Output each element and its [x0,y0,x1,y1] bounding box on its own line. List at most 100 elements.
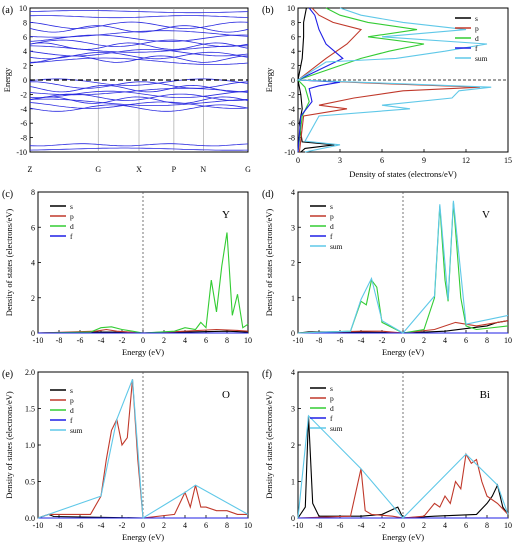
y-tick-label: -10 [16,148,27,157]
y-tick-label: 0 [291,76,295,85]
panel-label: (b) [262,5,274,16]
legend-label: sum [70,426,83,435]
series-line-p [297,320,509,334]
kpoint-label: X [136,165,142,174]
legend-label: p [70,396,74,405]
panel-label: (c) [2,189,13,200]
x-tick-label: -10 [293,521,304,530]
x-tick-label: 8 [225,336,229,345]
y-tick-label: 4 [31,259,35,268]
y-tick-label: 2 [23,62,27,71]
y-tick-label: -8 [20,134,27,143]
series-line-s [297,415,509,519]
x-tick-label: -4 [98,521,105,530]
y-tick-label: 10 [19,4,27,13]
x-tick-label: -10 [33,336,44,345]
y-tick-label: 0 [23,76,27,85]
x-tick-label: 10 [244,521,252,530]
x-tick-label: 15 [504,156,512,165]
x-tick-label: 4 [183,336,187,345]
y-tick-label: -4 [288,105,295,114]
y-tick-label: 4 [291,188,295,197]
y-tick-label: 8 [291,18,295,27]
x-tick-label: -8 [316,336,323,345]
band-line [29,84,249,93]
kpoint-label: P [172,165,177,174]
y-tick-label: -2 [288,90,295,99]
series-line-p [297,452,509,519]
x-tick-label: 0 [141,521,145,530]
legend-label: f [70,416,73,425]
legend-label: p [330,212,334,221]
band-line [29,104,249,112]
y-tick-label: 3 [291,223,295,232]
y-tick-label: 0.5 [25,478,35,487]
series-line-d [297,7,425,153]
x-tick-label: -6 [77,521,84,530]
y-tick-label: 4 [23,47,27,56]
y-axis-label: Energy [264,67,274,92]
band-line [29,25,249,33]
band-line [29,21,249,29]
x-axis-label: Energy (eV) [122,347,164,357]
legend-label: d [475,34,479,43]
x-tick-label: 12 [462,156,470,165]
legend-label: sum [475,54,488,63]
series-line-d [297,202,509,334]
x-tick-label: 0 [401,521,405,530]
y-tick-label: -4 [20,105,27,114]
x-tick-label: 0 [296,156,300,165]
band-line [29,87,249,96]
x-tick-label: -2 [379,336,386,345]
y-tick-label: 1 [291,478,295,487]
x-tick-label: 8 [225,521,229,530]
x-tick-label: 9 [422,156,426,165]
kpoint-label: G [95,165,101,174]
y-tick-label: 0.0 [25,514,35,523]
legend-label: sum [330,242,343,251]
x-tick-label: 6 [464,521,468,530]
series-line-sum [296,7,492,153]
x-tick-label: 3 [338,156,342,165]
x-tick-label: -4 [358,521,365,530]
panel-label: (a) [2,5,13,16]
x-tick-label: 10 [504,336,512,345]
y-axis-label: Density of states (electrons/eV) [4,391,14,499]
band-line [29,10,249,14]
band-line [29,101,249,109]
band-line [29,39,249,47]
y-tick-label: 3 [291,405,295,414]
x-tick-label: -6 [337,336,344,345]
legend-label: s [70,202,73,211]
legend-label: d [70,406,74,415]
y-tick-label: -2 [20,90,27,99]
y-tick-label: 0 [291,514,295,523]
x-tick-label: 6 [464,336,468,345]
x-tick-label: -6 [77,336,84,345]
x-tick-label: -8 [56,336,63,345]
y-tick-label: -8 [288,134,295,143]
y-tick-label: 6 [291,33,295,42]
y-tick-label: 2 [31,294,35,303]
y-tick-label: 6 [31,223,35,232]
y-axis-label: Density of states (electrons/eV) [264,209,274,317]
element-label: Y [222,209,230,221]
band-line [30,81,249,89]
band-line [29,34,249,42]
series-line-sum [37,379,249,519]
band-line [29,143,249,147]
y-tick-label: 4 [291,368,295,377]
element-label: O [222,389,230,401]
x-tick-label: -4 [358,336,365,345]
y-axis-label: Density of states (electrons/eV) [4,209,14,317]
y-tick-label: 1.5 [25,405,35,414]
x-tick-label: 8 [485,521,489,530]
x-tick-label: -4 [98,336,105,345]
y-tick-label: 4 [291,47,295,56]
legend-label: d [330,222,334,231]
x-tick-label: 10 [504,521,512,530]
element-label: V [482,209,490,221]
legend-label: s [70,386,73,395]
band-line [29,147,248,151]
y-axis-label: Energy [2,67,12,92]
